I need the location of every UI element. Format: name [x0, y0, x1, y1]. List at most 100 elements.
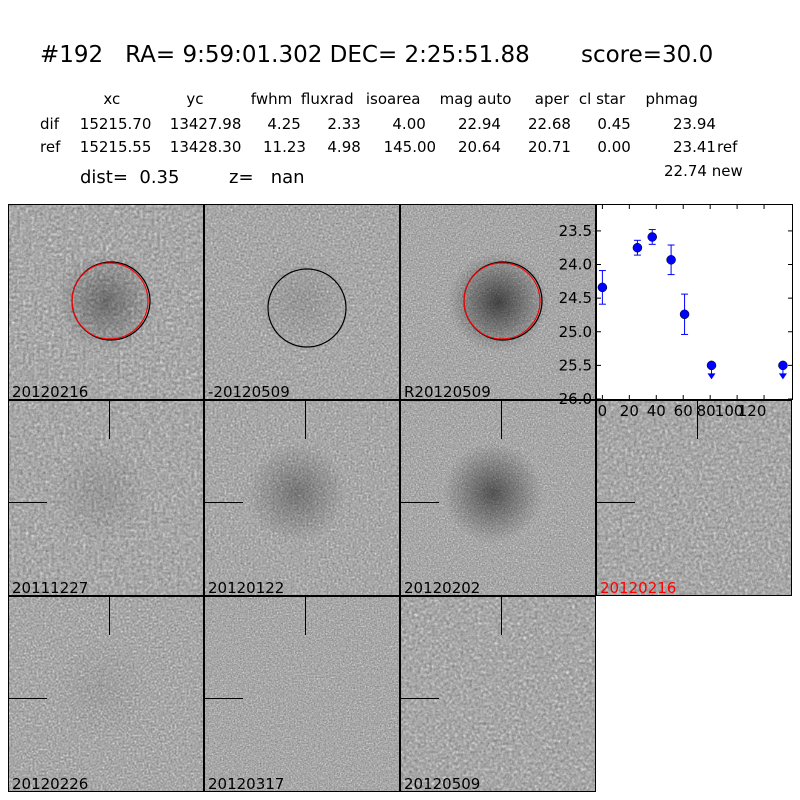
data-point: [647, 232, 657, 242]
image-stamp: 20120317: [204, 596, 400, 792]
image-stamp: 20120216: [596, 400, 792, 596]
y-tick-label: 24.5: [559, 289, 592, 307]
column-header: aper: [534, 90, 569, 108]
source-blob: [443, 443, 543, 543]
crosshair-vertical: [501, 401, 502, 439]
source-blob: [448, 252, 548, 352]
x-tick-label: 100: [715, 402, 744, 420]
crosshair-horizontal: [205, 698, 243, 699]
cell-value: 15215.55: [79, 138, 152, 156]
source-blob: [252, 252, 352, 352]
y-tick-label: 26.0: [559, 390, 592, 408]
stamp-date-label: 20111227: [12, 579, 89, 596]
cell-value: 23.41: [673, 138, 716, 156]
image-stamp: 20120226: [8, 596, 204, 792]
stamp-date-label: 20120122: [208, 579, 285, 596]
cell-value: 4.00: [392, 115, 426, 133]
aperture-circle-red: [463, 262, 541, 340]
stamp-date-label: 20120216: [600, 579, 677, 596]
crosshair-horizontal: [9, 502, 47, 503]
crosshair-horizontal: [401, 698, 439, 699]
column-header: xc: [103, 90, 121, 108]
x-tick-label: 80: [697, 402, 716, 420]
x-tick-label: 20: [620, 402, 639, 420]
stamp-date-label: 20120226: [12, 775, 89, 792]
source-blob: [247, 639, 347, 739]
cell-value: 13428.30: [169, 138, 242, 156]
crosshair-vertical: [697, 401, 698, 439]
cell-value: 4.98: [327, 138, 361, 156]
data-point: [666, 255, 676, 265]
cell-value: 11.23: [263, 138, 306, 156]
stamp-date-label: 20120202: [404, 579, 481, 596]
cell-value: 0.45: [597, 115, 631, 133]
row-suffix: ref: [717, 138, 738, 156]
aperture-circle-red: [71, 262, 149, 340]
source-blob: [51, 639, 151, 739]
row-label: ref: [40, 138, 61, 156]
redshift-value: z= nan: [229, 167, 305, 188]
data-point: [632, 242, 643, 253]
column-header: phmag: [645, 90, 698, 108]
cell-value: 13427.98: [169, 115, 242, 133]
source-blob: [56, 252, 156, 352]
cell-value: 20.64: [458, 138, 501, 156]
plot-area: [596, 204, 793, 400]
column-header: isoarea: [365, 90, 421, 108]
cell-value: 0.00: [597, 138, 631, 156]
stamp-date-label: 20120216: [12, 383, 89, 400]
y-tick-label: 25.0: [559, 323, 592, 341]
data-point: [597, 282, 608, 293]
x-tick-label: 120: [738, 402, 767, 420]
aperture-circle: [267, 268, 347, 348]
data-point: [778, 360, 788, 371]
x-tick-label: 0: [598, 402, 608, 420]
cell-value: 2.33: [327, 115, 361, 133]
image-stamp: 20120122: [204, 400, 400, 596]
cell-value: 22.94: [458, 115, 501, 133]
image-stamp: 20120216: [8, 204, 204, 400]
stamp-date-label: 20120509: [404, 775, 481, 792]
y-tick-label: 24.0: [559, 256, 592, 274]
crosshair-horizontal: [597, 502, 635, 503]
crosshair-vertical: [305, 401, 306, 439]
crosshair-vertical: [305, 597, 306, 635]
stamp-date-label: -20120509: [208, 383, 290, 400]
column-header: fluxrad: [300, 90, 354, 108]
cell-value: 145.00: [383, 138, 437, 156]
crosshair-vertical: [501, 597, 502, 635]
crosshair-vertical: [109, 401, 110, 439]
candidate-title: #192 RA= 9:59:01.302 DEC= 2:25:51.88 sco…: [40, 42, 714, 68]
column-header: yc: [186, 90, 204, 108]
source-blob: [51, 443, 151, 543]
cell-value: 20.71: [528, 138, 571, 156]
crosshair-horizontal: [401, 502, 439, 503]
crosshair-horizontal: [205, 502, 243, 503]
stamp-date-label: 20120317: [208, 775, 285, 792]
column-header: mag auto: [439, 90, 512, 108]
source-blob: [443, 639, 543, 739]
source-blob: [247, 443, 347, 543]
y-tick-label: 23.5: [559, 222, 592, 240]
crosshair-vertical: [109, 597, 110, 635]
x-tick-label: 40: [647, 402, 666, 420]
crosshair-horizontal: [9, 698, 47, 699]
source-blob: [639, 443, 739, 543]
image-stamp: 20120509: [400, 596, 596, 792]
new-mag: 22.74 new: [664, 162, 743, 180]
stamp-date-label: R20120509: [404, 383, 491, 400]
cell-value: 22.68: [528, 115, 571, 133]
cell-value: 23.94: [673, 115, 716, 133]
x-tick-label: 60: [674, 402, 693, 420]
image-stamp: 20120202: [400, 400, 596, 596]
cell-value: 15215.70: [79, 115, 152, 133]
data-point: [706, 360, 717, 371]
column-header: fwhm: [250, 90, 293, 108]
cell-value: 4.25: [267, 115, 301, 133]
y-tick-label: 25.5: [559, 356, 592, 374]
dist-value: dist= 0.35: [80, 167, 180, 188]
upper-limit-arrowhead: [707, 373, 716, 380]
image-stamp: 20111227: [8, 400, 204, 596]
